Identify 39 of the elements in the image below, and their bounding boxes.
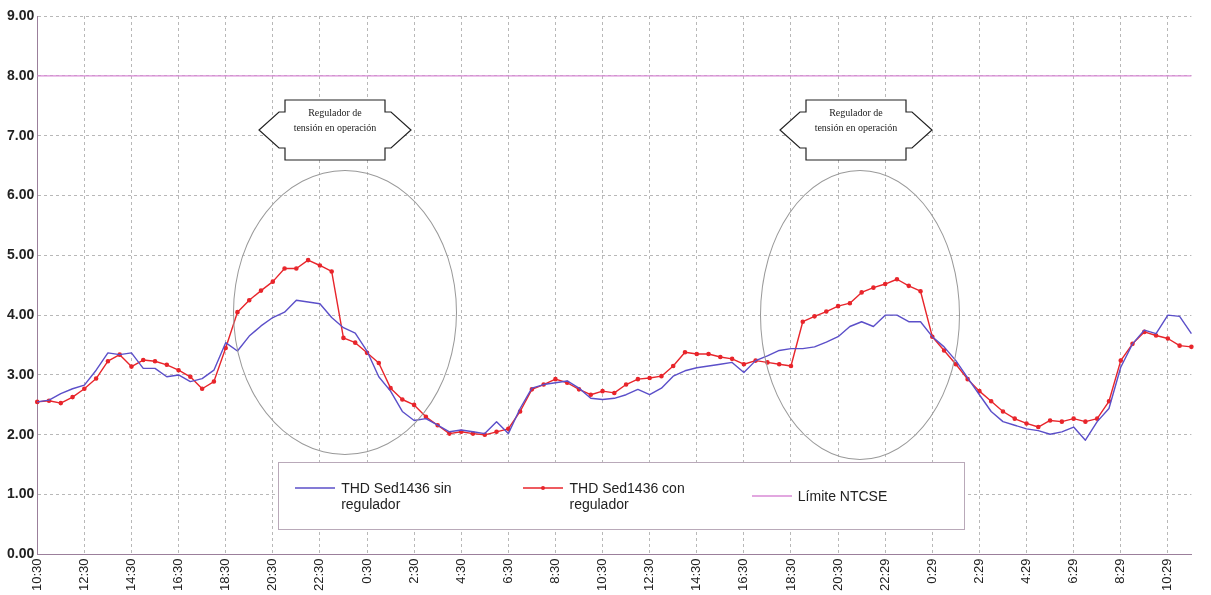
- x-tick-label: 18:30: [217, 558, 233, 592]
- x-tick-label: 22:29: [876, 558, 892, 592]
- y-tick-label: 1.00: [7, 485, 35, 502]
- x-tick-label: 14:30: [688, 558, 704, 592]
- y-tick-label: 8.00: [7, 66, 35, 83]
- x-tick-label: 8:29: [1112, 558, 1128, 584]
- y-tick-label: 4.00: [7, 306, 35, 323]
- x-tick-label: 10:30: [594, 558, 610, 592]
- x-tick-label: 16:30: [170, 558, 186, 592]
- x-tick-label: 6:30: [499, 558, 515, 584]
- x-tick-label: 4:30: [452, 558, 468, 584]
- x-tick-label: 2:30: [405, 558, 421, 584]
- x-tick-label: 0:30: [358, 558, 374, 584]
- x-tick-label: 14:30: [123, 558, 139, 592]
- x-tick-label: 20:30: [829, 558, 845, 592]
- x-tick-label: 10:30: [28, 558, 44, 592]
- x-tick-label: 10:29: [1159, 558, 1175, 592]
- x-tick-label: 4:29: [1018, 558, 1034, 584]
- annotation: Regulador de tensión en operación: [293, 106, 377, 135]
- x-tick-label: 8:30: [547, 558, 563, 584]
- y-tick-label: 9.00: [7, 6, 35, 23]
- x-tick-label: 0:29: [923, 558, 939, 584]
- legend-label: THD Sed1436 sin regulador: [341, 480, 453, 512]
- y-tick-label: 2.00: [7, 425, 35, 442]
- x-tick-label: 12:30: [641, 558, 657, 592]
- x-tick-label: 12:30: [75, 558, 91, 592]
- x-tick-label: 18:30: [782, 558, 798, 592]
- y-tick-label: 5.00: [7, 246, 35, 263]
- x-tick-label: 2:29: [970, 558, 986, 584]
- legend-label: Límite NTCSE: [797, 488, 889, 504]
- annotation: Regulador de tensión en operación: [814, 106, 898, 135]
- y-tick-label: 3.00: [7, 365, 35, 382]
- x-tick-label: 16:30: [735, 558, 751, 592]
- y-tick-label: 7.00: [7, 126, 35, 143]
- legend-label: THD Sed1436 con regulador: [569, 480, 686, 512]
- y-tick-label: 6.00: [7, 186, 35, 203]
- x-tick-label: 20:30: [264, 558, 280, 592]
- x-tick-label: 22:30: [311, 558, 327, 592]
- x-tick-label: 6:29: [1065, 558, 1081, 584]
